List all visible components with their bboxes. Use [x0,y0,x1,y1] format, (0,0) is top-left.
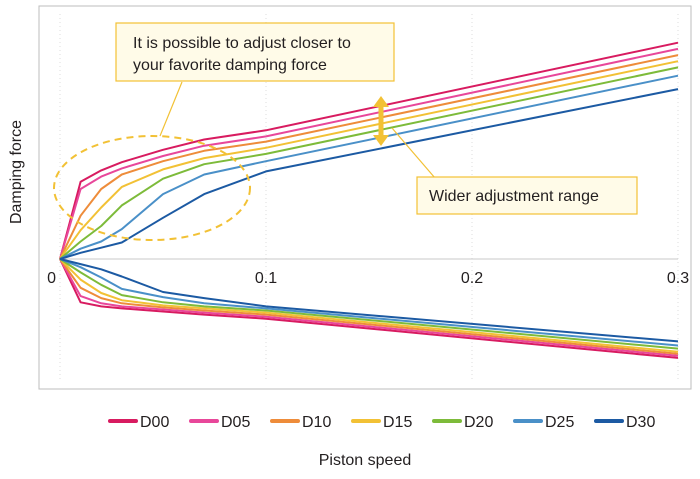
legend-label-D30: D30 [626,414,655,431]
range-arrow-head-down [373,135,389,146]
series-line-D30-compression [59,88,679,260]
series-line-D25-rebound [59,258,679,347]
highlight-ellipse [53,135,251,241]
x-tick-label-0: 0 [47,270,56,287]
series-line-D30-rebound [59,258,679,343]
annotation-box-1-frame [115,22,395,82]
series-line-D20-rebound [59,258,679,350]
series-line-D25-compression [59,74,679,260]
series-lines [59,41,679,359]
x-tick-labels: 0 0.1 0.2 0.3 [47,270,689,287]
annotation-1-line-1: It is possible to adjust closer to [133,35,351,52]
legend-label-D05: D05 [221,414,250,431]
series-line-D10-rebound [59,258,679,355]
y-axis-label: Damping force [8,120,25,224]
series-line-D15-rebound [59,258,679,353]
annotation-1-line-2: your favorite damping force [133,57,327,74]
callout-leader-2 [391,127,436,179]
legend-label-D25: D25 [545,414,574,431]
x-tick-label-3: 0.3 [667,270,689,287]
annotation-box-1: It is possible to adjust closer to your … [115,22,395,82]
series-line-D00-compression [59,41,679,260]
legend-label-D15: D15 [383,414,412,431]
annotation-box-2-frame [416,176,638,215]
legend: D00 D05 D10 D15 D20 D25 D30 [108,414,655,431]
callout-leader-1 [159,81,183,137]
series-line-D05-compression [59,47,679,260]
annotation-marks [53,81,436,241]
annotation-2-line-1: Wider adjustment range [429,188,599,205]
series-line-D00-rebound [59,258,679,359]
series-line-D20-compression [59,66,679,260]
legend-label-D00: D00 [140,414,169,431]
range-arrow-head-up [373,96,389,107]
series-line-D05-rebound [59,258,679,357]
annotation-box-2: Wider adjustment range [416,176,638,215]
legend-label-D10: D10 [302,414,331,431]
series-line-D10-compression [59,54,679,260]
legend-label-D20: D20 [464,414,493,431]
x-tick-label-2: 0.2 [461,270,483,287]
x-tick-label-1: 0.1 [255,270,277,287]
x-axis-label: Piston speed [319,452,412,469]
series-line-D15-compression [59,60,679,260]
